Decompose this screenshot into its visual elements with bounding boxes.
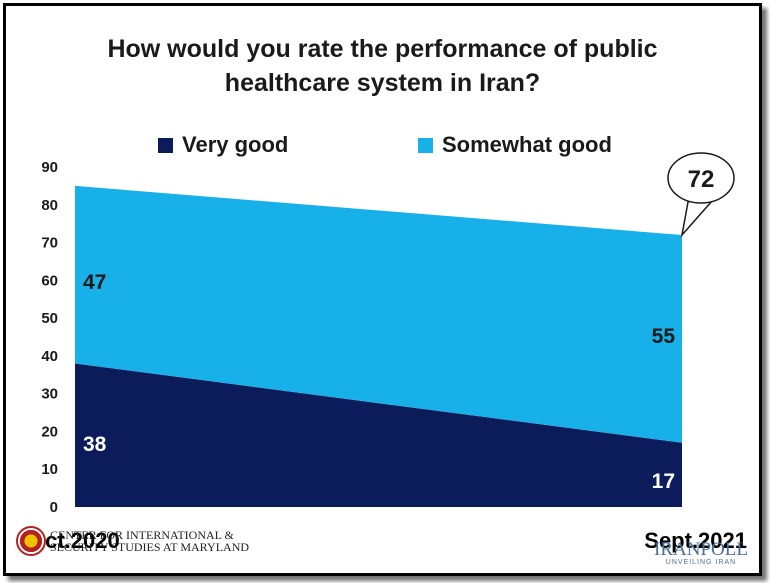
- legend-item-very-good: Very good: [158, 132, 288, 158]
- legend-swatch-somewhat-good: [418, 137, 433, 153]
- chart-title: How would you rate the performance of pu…: [6, 32, 759, 100]
- y-tick-label-90: 90: [41, 159, 58, 176]
- y-tick-label-50: 50: [41, 310, 58, 327]
- legend-label-somewhat-good: Somewhat good: [442, 132, 612, 157]
- university-seal-icon: [16, 526, 46, 556]
- cissm-logo-line-1: CENTER FOR INTERNATIONAL &: [50, 528, 234, 542]
- iranpoll-logo-tagline: UNVEILING IRAN: [665, 559, 737, 566]
- iranpoll-logo: IRANPOLL UNVEILING IRAN: [654, 539, 748, 566]
- data-label-very-good-sept-2021: 17: [652, 470, 675, 493]
- iranpoll-logo-name: IRANPOLL: [654, 539, 748, 560]
- chart-title-line-1: How would you rate the performance of pu…: [107, 35, 658, 63]
- y-tick-label-0: 0: [50, 499, 58, 516]
- y-tick-label-40: 40: [41, 348, 58, 365]
- y-tick-label-20: 20: [41, 423, 58, 440]
- y-tick-label-60: 60: [41, 272, 58, 289]
- legend-label-very-good: Very good: [182, 132, 289, 157]
- callout-joint: [690, 199, 710, 202]
- callout-total-label: 72: [688, 166, 715, 193]
- area-very-good: [75, 363, 682, 507]
- x-tick-label-sept-2021: Sept.2021: [644, 528, 747, 553]
- data-label-very-good-oct-2020: 38: [83, 433, 107, 456]
- cissm-logo: CENTER FOR INTERNATIONAL & SECURITY STUD…: [16, 526, 249, 556]
- chart-title-line-2: healthcare system in Iran?: [224, 69, 541, 97]
- callout-bubble: [667, 152, 735, 204]
- y-tick-label-70: 70: [41, 235, 58, 252]
- area-somewhat-good: [75, 185, 682, 443]
- data-label-somewhat-good-oct-2020: 47: [83, 271, 106, 294]
- callout-pointer: [680, 198, 714, 238]
- y-tick-label-10: 10: [41, 461, 58, 478]
- y-tick-label-80: 80: [41, 197, 58, 214]
- data-label-somewhat-good-sept-2021: 55: [652, 325, 676, 348]
- legend-swatch-very-good: [158, 137, 173, 153]
- legend-item-somewhat-good: Somewhat good: [418, 132, 612, 158]
- chart-frame: How would you rate the performance of pu…: [3, 3, 762, 576]
- y-tick-label-30: 30: [41, 386, 58, 403]
- cissm-logo-line-2: SECURITY STUDIES AT MARYLAND: [50, 540, 250, 554]
